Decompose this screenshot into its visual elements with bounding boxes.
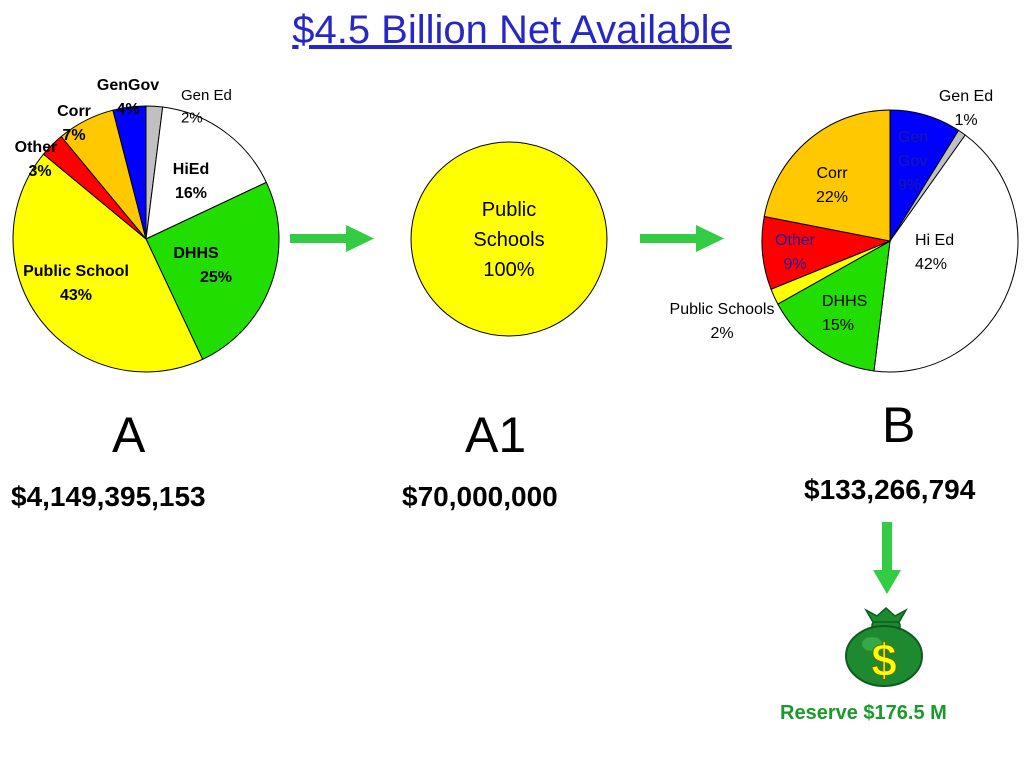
pie-b-label-public-schools: Public Schools 2%: [670, 301, 775, 342]
pie-b-label-corr: Corr 22%: [816, 165, 848, 206]
pie-a1-slice-public-schools: [410, 141, 608, 337]
pie-a-label-dhhs: DHHS 25%: [173, 245, 232, 286]
pie-a-slice-public-school: [12, 153, 204, 373]
pie-a-label-gen-ed: Gen Ed 2%: [181, 87, 232, 127]
pie-b-label-other: Other 9%: [775, 232, 816, 273]
section-a-letter: A: [112, 407, 146, 463]
pie-chart-b: Gen Gov 9% Gen Ed 1% Hi Ed 42% DHHS 15% Public Sc…: [670, 88, 1019, 373]
pie-b-slice-hi-ed: [873, 134, 1019, 373]
pie-a-label-corr: Corr 7%: [57, 103, 91, 144]
money-bag-icon: $: [845, 606, 923, 687]
pie-a1-label-public-schools: Public Schools 100%: [473, 199, 544, 281]
pie-a-label-other: Other 3%: [15, 139, 58, 180]
section-b-amount: $133,266,794: [804, 474, 976, 505]
pie-b-label-hi-ed: Hi Ed 42%: [915, 232, 954, 273]
arrow-right-icon: [290, 225, 374, 252]
pie-a-slice-dhhs: [145, 181, 280, 361]
section-a1-letter: A1: [465, 407, 527, 463]
arrow-right-icon: [640, 225, 724, 252]
section-a1-amount: $70,000,000: [402, 481, 558, 512]
pie-chart-a: Gen Ed 2% HiEd 16% DHHS 25% Public School 43% Ot…: [12, 77, 280, 373]
pie-a-slice-hied: [145, 106, 268, 240]
pie-b-label-gen-gov: Gen Gov 9%: [898, 129, 928, 194]
section-b-letter: B: [882, 397, 916, 453]
page-title: $4.5 Billion Net Available: [292, 8, 732, 52]
pie-b-slice-dhhs: [777, 240, 891, 372]
reserve-label: Reserve $176.5 M: [780, 702, 947, 724]
pie-a-slice-gengov: [112, 105, 147, 240]
pie-b-slice-corr: [763, 109, 891, 242]
section-a-amount: $4,149,395,153: [11, 481, 206, 512]
pie-a-label-public-school: Public School 43%: [23, 263, 129, 304]
dollar-symbol: $: [871, 634, 897, 686]
pie-b-label-dhhs: DHHS 15%: [822, 293, 867, 334]
pie-b-label-gen-ed: Gen Ed 1%: [939, 88, 993, 129]
pie-a-label-gengov: GenGov 4%: [97, 77, 159, 118]
arrow-down-icon: [873, 522, 901, 594]
pie-chart-a1: Public Schools 100%: [410, 141, 608, 337]
pie-a-label-hied: HiEd 16%: [173, 161, 209, 202]
